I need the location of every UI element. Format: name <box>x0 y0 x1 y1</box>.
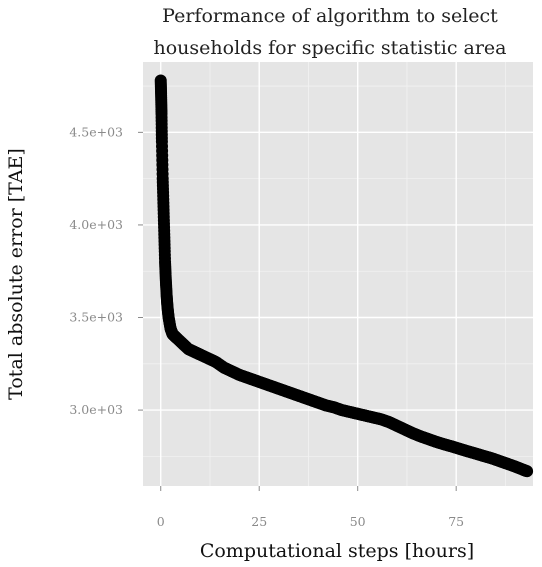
chart-title-line-2: households for specific statistic area <box>154 37 507 59</box>
y-axis-label: Total absolute error [TAE] <box>5 148 27 400</box>
plot-panel <box>143 62 533 486</box>
axes: 0 25 50 75 3.0e+03 3.5e+03 4.0e+03 4.5e+03 <box>69 124 464 529</box>
y-tick-label: 3.0e+03 <box>69 402 123 417</box>
y-tick-label: 3.5e+03 <box>69 310 123 325</box>
x-axis-label: Computational steps [hours] <box>200 540 474 562</box>
x-tick-label: 0 <box>157 514 165 529</box>
y-tick-label: 4.5e+03 <box>69 124 123 139</box>
data-point <box>521 465 534 478</box>
x-tick-label: 25 <box>251 514 267 529</box>
chart-title-line-1: Performance of algorithm to select <box>162 5 498 27</box>
y-tick-label: 4.0e+03 <box>69 217 123 232</box>
x-tick-label: 50 <box>350 514 366 529</box>
data-points <box>154 74 534 478</box>
x-tick-label: 75 <box>448 514 464 529</box>
